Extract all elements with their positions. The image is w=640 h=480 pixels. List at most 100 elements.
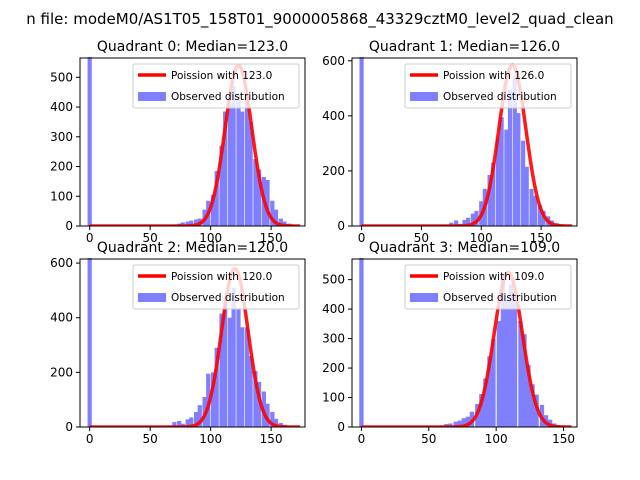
observed-bar	[522, 334, 527, 427]
observed-bar	[508, 284, 514, 427]
y-tick-label: 0	[65, 219, 73, 233]
observed-bar	[189, 417, 194, 427]
legend-box	[132, 63, 300, 109]
chart-title: Quadrant 0: Median=123.0	[97, 39, 288, 55]
observed-bar-zero	[359, 57, 364, 226]
x-tick-label: 100	[199, 432, 222, 446]
observed-bar	[465, 416, 471, 427]
observed-bar	[491, 162, 496, 226]
legend-box	[132, 264, 300, 310]
observed-bar	[483, 378, 488, 427]
observed-bar	[248, 355, 253, 427]
observed-bar	[265, 179, 270, 226]
observed-bar	[504, 129, 509, 226]
observed-bar	[248, 121, 253, 226]
observed-bar	[177, 420, 182, 427]
legend-label-poisson: Poission with 126.0	[443, 70, 544, 82]
observed-bar	[457, 420, 462, 427]
y-tick-label: 400	[322, 109, 345, 123]
poisson-curve	[88, 266, 302, 427]
observed-bar	[278, 218, 283, 226]
observed-bar	[227, 104, 233, 226]
observed-bar	[282, 221, 287, 226]
legend-box	[404, 63, 572, 109]
observed-bar-zero	[87, 258, 92, 427]
observed-bar	[227, 317, 233, 427]
observed-bar	[461, 418, 466, 427]
x-tick-label: 100	[199, 231, 222, 245]
observed-bar	[273, 418, 279, 427]
observed-bar	[512, 75, 517, 226]
y-tick-label: 400	[50, 311, 73, 325]
observed-bar	[537, 205, 542, 226]
observed-bar	[496, 320, 502, 427]
plot-area	[87, 57, 302, 226]
legend-label-observed: Observed distribution	[171, 91, 285, 103]
observed-bar	[273, 209, 279, 226]
observed-bar	[185, 221, 190, 226]
y-tick-label: 200	[50, 365, 73, 379]
y-tick-label: 0	[337, 219, 345, 233]
x-tick-label: 150	[260, 432, 283, 446]
observed-bar	[256, 381, 262, 427]
observed-bar	[219, 145, 224, 226]
poisson-curve	[88, 63, 302, 226]
observed-bar	[530, 384, 535, 427]
observed-bar	[265, 403, 270, 427]
observed-bar	[231, 86, 236, 226]
x-tick-label: 0	[86, 432, 94, 446]
plot-area	[359, 57, 574, 226]
chart-title: Quadrant 3: Median=109.0	[369, 240, 560, 256]
figure-suptitle: n file: modeM0/AS1T05_158T01_9000005868_…	[26, 10, 613, 29]
observed-bar	[487, 175, 492, 226]
observed-bar	[210, 194, 216, 226]
observed-bar	[239, 111, 245, 226]
observed-bar	[244, 327, 250, 427]
x-tick-label: 0	[358, 231, 366, 245]
observed-bar	[194, 411, 199, 427]
poisson-curve	[360, 63, 574, 226]
observed-bar	[214, 347, 219, 427]
observed-bar	[462, 219, 467, 226]
observed-bar	[487, 356, 492, 427]
chart-panel-1: Quadrant 1: Median=126.0 0 50 100 150 0 200 400…	[322, 39, 578, 245]
observed-bar	[270, 411, 275, 427]
observed-bar	[172, 422, 177, 427]
observed-bar	[516, 113, 521, 226]
observed-bar	[253, 159, 258, 226]
y-tick-label: 300	[322, 332, 345, 346]
y-tick-label: 100	[322, 391, 345, 405]
y-tick-label: 500	[322, 273, 345, 287]
y-tick-label: 200	[50, 160, 73, 174]
observed-bar	[507, 89, 513, 226]
observed-bar	[521, 140, 526, 226]
observed-bar	[239, 327, 245, 427]
observed-bar	[491, 338, 496, 427]
observed-bar	[185, 419, 190, 427]
legend-label-observed: Observed distribution	[443, 91, 557, 103]
y-tick-label: 200	[322, 164, 345, 178]
observed-bar	[518, 320, 523, 427]
x-tick-label: 50	[143, 432, 158, 446]
observed-bar	[453, 421, 458, 427]
observed-bar	[524, 166, 529, 226]
observed-bar	[197, 405, 202, 427]
plot-area	[359, 258, 573, 427]
legend-bar-swatch	[410, 92, 438, 101]
observed-bar	[529, 188, 534, 226]
observed-bar	[454, 220, 459, 226]
legend: Poission with 120.0 Observed distribution	[132, 264, 300, 310]
chart-title: Quadrant 1: Median=126.0	[369, 39, 560, 55]
observed-bar	[500, 273, 506, 427]
legend: Poission with 126.0 Observed distribution	[404, 63, 572, 109]
axes-frame	[351, 258, 578, 428]
plot-area	[87, 258, 302, 427]
observed-bar-zero	[87, 57, 92, 226]
observed-bar	[499, 117, 504, 226]
observed-bar	[223, 111, 228, 226]
poisson-curve	[360, 270, 573, 427]
x-tick-label: 0	[86, 231, 94, 245]
y-tick-label: 0	[65, 420, 73, 434]
legend: Poission with 109.0 Observed distribution	[404, 264, 572, 310]
